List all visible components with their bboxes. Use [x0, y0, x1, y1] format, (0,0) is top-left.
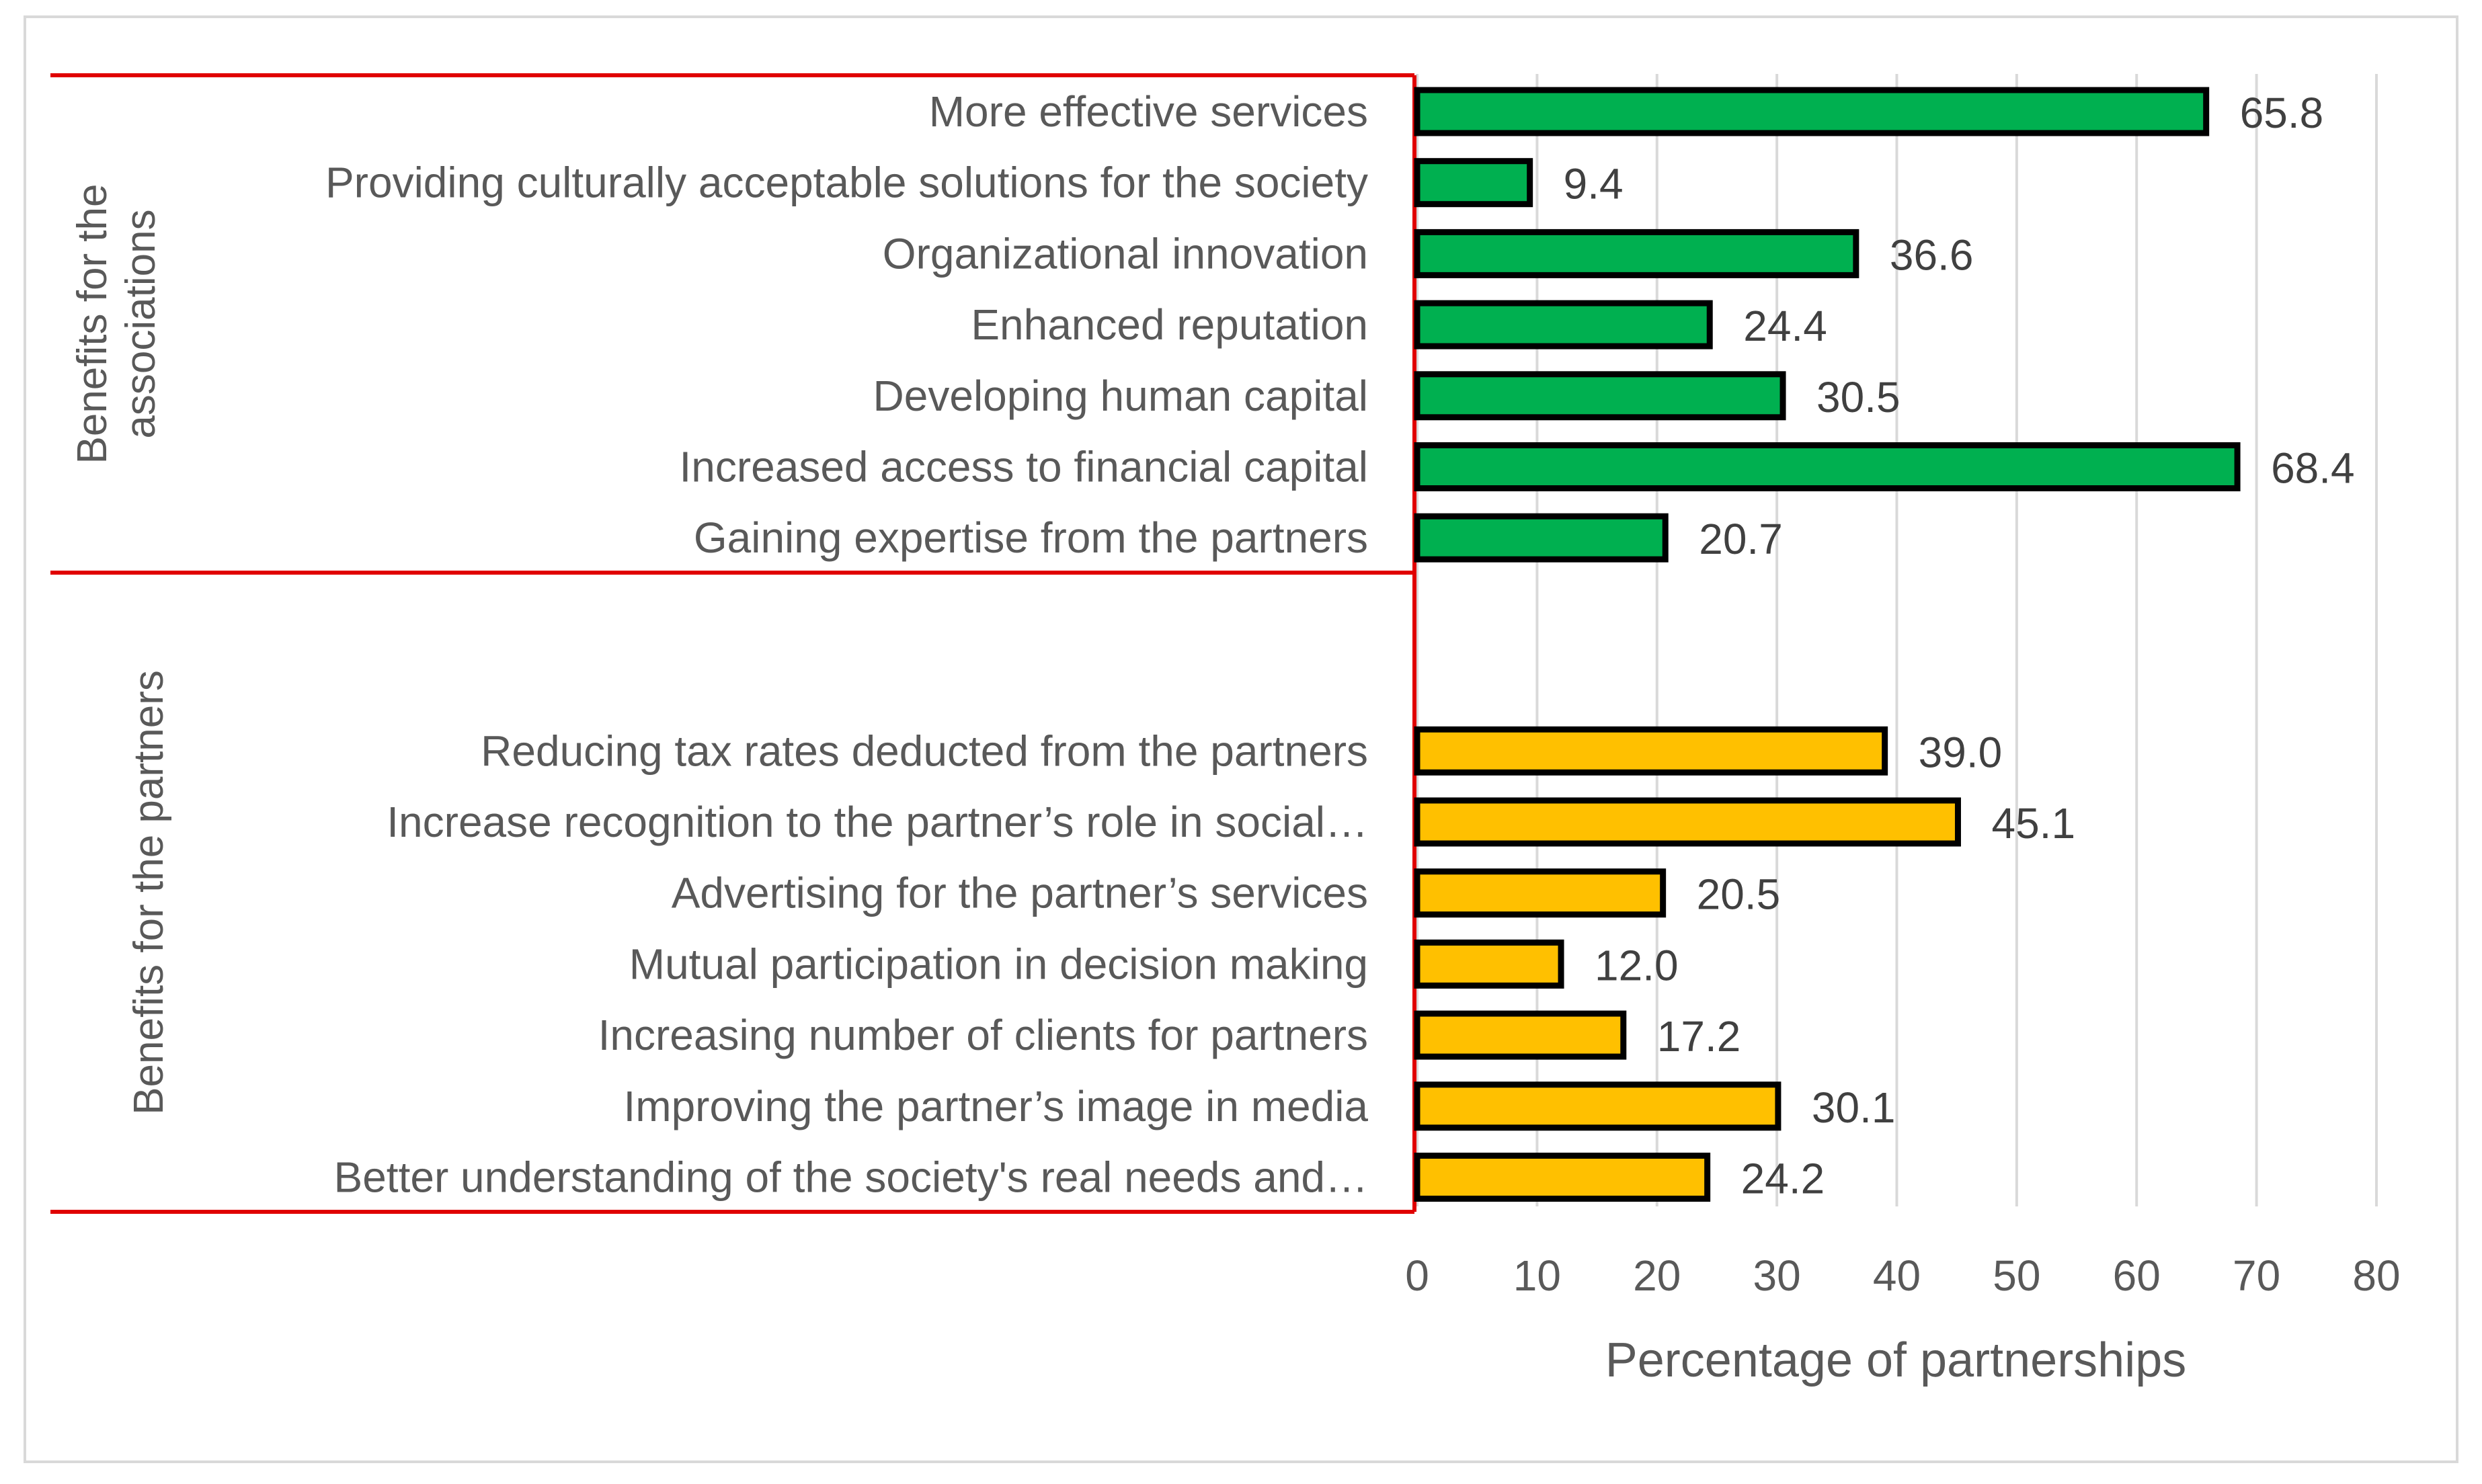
category-label: Advertising for the partner’s services: [672, 869, 1368, 917]
data-label: 68.4: [2271, 444, 2355, 493]
data-label: 24.2: [1741, 1155, 1825, 1203]
data-label: 20.5: [1697, 870, 1781, 919]
category-labels: More effective services Providing cultura…: [325, 87, 1368, 1202]
x-tick-label: 50: [1993, 1251, 2040, 1300]
category-label: More effective services: [929, 87, 1368, 136]
category-label: Developing human capital: [873, 372, 1368, 420]
data-label: 45.1: [1991, 799, 2075, 848]
x-tick-label: 20: [1633, 1251, 1681, 1300]
bar-associations: [1414, 158, 1533, 208]
x-tick-label: 40: [1873, 1251, 1921, 1300]
category-label: Providing culturally acceptable solution…: [325, 159, 1368, 207]
group-labels: Benefits for the associations Benefits for…: [69, 183, 172, 1114]
bar-associations: [1414, 371, 1786, 421]
data-label: 30.5: [1816, 373, 1900, 421]
data-label: 12.0: [1595, 941, 1679, 989]
data-label: 9.4: [1564, 160, 1624, 208]
x-tick-label: 0: [1405, 1251, 1429, 1300]
data-label: 39.0: [1919, 728, 2003, 776]
group-label-partners: Benefits for the partners: [126, 670, 172, 1115]
category-label: Increased access to financial capital: [679, 443, 1368, 491]
category-label: Organizational innovation: [883, 229, 1368, 278]
category-label: Increasing number of clients for partner…: [598, 1011, 1368, 1059]
category-label: Improving the partner’s image in media: [623, 1082, 1368, 1130]
bars: [1414, 87, 2241, 1202]
bar-associations: [1414, 229, 1859, 278]
category-label: Reducing tax rates deducted from the par…: [481, 727, 1368, 775]
bar-partners: [1414, 1010, 1627, 1060]
bar-partners: [1414, 1153, 1711, 1202]
x-tick-label: 60: [2113, 1251, 2161, 1300]
x-axis-title: Percentage of partnerships: [1605, 1333, 2187, 1387]
bar-associations: [1414, 87, 2210, 136]
chart-frame: [24, 15, 2458, 1463]
x-tick-label: 30: [1753, 1251, 1801, 1300]
data-label: 65.8: [2240, 89, 2324, 137]
bar-associations: [1414, 300, 1713, 349]
value-labels: 65.8 9.4 36.6 24.4 30.5 68.4 20.7 39.0 45.1 20.5 1…: [1564, 89, 2355, 1203]
bar-partners: [1414, 1081, 1782, 1131]
bar-partners: [1414, 797, 1961, 847]
category-label: Better understanding of the society's re…: [334, 1153, 1369, 1202]
x-tick-label: 70: [2233, 1251, 2280, 1300]
x-tick-label: 10: [1513, 1251, 1561, 1300]
category-label: Gaining expertise from the partners: [694, 513, 1368, 562]
data-label: 36.6: [1890, 231, 1974, 279]
category-label: Increase recognition to the partner’s ro…: [387, 798, 1368, 846]
bar-associations: [1414, 513, 1669, 563]
category-label: Mutual participation in decision making: [629, 940, 1368, 988]
data-label: 20.7: [1699, 515, 1783, 563]
group-label-associations: Benefits for the: [69, 183, 116, 464]
data-label: 17.2: [1657, 1012, 1741, 1061]
category-label: Enhanced reputation: [971, 300, 1368, 349]
bar-partners: [1414, 939, 1564, 989]
data-label: 24.4: [1743, 302, 1827, 350]
bar-associations: [1414, 442, 2241, 491]
x-tick-label: 80: [2352, 1251, 2400, 1300]
bar-partners: [1414, 868, 1667, 918]
data-label: 30.1: [1812, 1083, 1896, 1132]
group-label-associations: associations: [118, 209, 164, 438]
x-tick-labels: 0 10 20 30 40 50 60 70 80: [1405, 1251, 2400, 1300]
bar-partners: [1414, 726, 1888, 776]
